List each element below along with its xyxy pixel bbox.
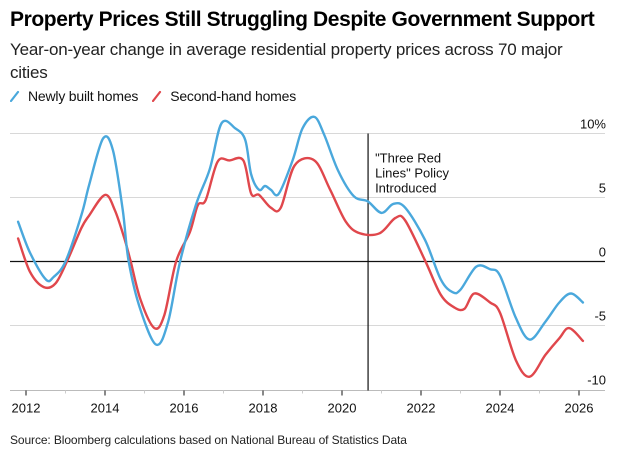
x-tick-label: 2026 — [565, 401, 594, 416]
series-line-newly-built-homes — [16, 115, 585, 347]
gridlines — [10, 133, 605, 326]
annotation-label: Introduced — [375, 181, 436, 196]
annotation-label: "Three Red — [375, 151, 441, 166]
legend: Newly built homes Second-hand homes — [10, 88, 310, 104]
x-axis: 2012 2014 2016 2018 2020 2022 2024 2026 — [10, 390, 605, 416]
x-tick-label: 2022 — [407, 401, 436, 416]
series-lines — [16, 115, 585, 378]
y-axis-labels: 10% 5 0 -5 -10 — [580, 117, 606, 388]
chart-subtitle: Year-on-year change in average residenti… — [10, 40, 563, 82]
y-tick-label: 10% — [580, 117, 606, 132]
y-tick-label: -5 — [594, 309, 606, 324]
line-swatch-icon — [152, 90, 162, 102]
annotation-label: Lines" Policy — [375, 166, 449, 181]
x-tick-label: 2018 — [249, 401, 278, 416]
x-tick-label: 2012 — [12, 401, 41, 416]
legend-label: Newly built homes — [28, 88, 139, 104]
line-swatch-icon — [10, 90, 20, 102]
y-tick-label: 0 — [599, 245, 606, 260]
series-line-second-hand-homes — [16, 156, 585, 378]
x-tick-label: 2016 — [170, 401, 199, 416]
source-note: Source: Bloomberg calculations based on … — [10, 433, 407, 447]
x-tick-label: 2024 — [486, 401, 515, 416]
chart-title: Property Prices Still Struggling Despite… — [10, 8, 595, 31]
y-tick-label: -10 — [587, 373, 606, 388]
x-tick-label: 2014 — [91, 401, 120, 416]
legend-item-second-hand: Second-hand homes — [152, 88, 296, 104]
legend-label: Second-hand homes — [170, 88, 297, 104]
x-tick-label: 2020 — [328, 401, 357, 416]
line-chart: 10%50-5-10 2012 2014 2016 2018 2020 2022 2024 2… — [10, 115, 606, 416]
legend-item-newly-built: Newly built homes — [10, 88, 138, 104]
y-tick-label: 5 — [599, 181, 606, 196]
